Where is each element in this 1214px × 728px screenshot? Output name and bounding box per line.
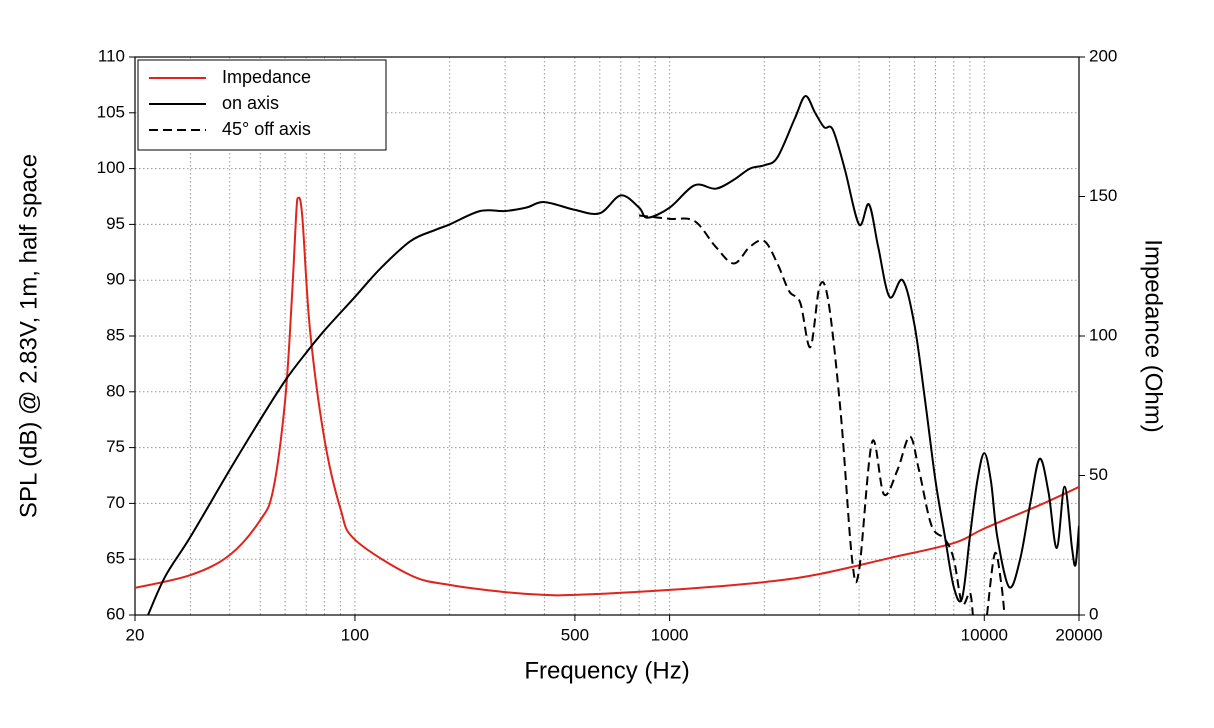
y-tick-label: 110	[98, 46, 125, 65]
y-axis-label: SPL (dB) @ 2.83V, 1m, half space	[15, 154, 42, 518]
x-tick-label: 100	[341, 625, 369, 644]
y2-axis-label: Impedance (Ohm)	[1140, 239, 1167, 432]
x-tick-label: 500	[561, 625, 589, 644]
legend-label: Impedance	[222, 67, 311, 87]
legend-label: 45° off axis	[222, 119, 311, 139]
plot-frame	[134, 56, 1080, 616]
y2-tick-label: 50	[1089, 465, 1108, 484]
y2-tick-label: 100	[1089, 325, 1117, 344]
y2-tick-label: 150	[1089, 186, 1117, 205]
series-line	[639, 214, 1006, 615]
x-axis-label: Frequency (Hz)	[524, 657, 689, 684]
y2-tick-label: 200	[1089, 46, 1117, 65]
y2-tick-label: 0	[1089, 604, 1098, 623]
y-tick-label: 100	[97, 158, 125, 177]
y-tick-label: 75	[106, 437, 125, 456]
y-tick-label: 65	[106, 549, 125, 568]
x-tick-label: 20	[126, 625, 145, 644]
x-tick-label: 1000	[651, 625, 689, 644]
y-tick-label: 60	[106, 604, 125, 623]
y-tick-label: 80	[106, 381, 125, 400]
series-line	[147, 95, 1079, 615]
legend-label: on axis	[222, 93, 279, 113]
y-tick-label: 70	[106, 493, 125, 512]
y-tick-label: 105	[97, 102, 125, 121]
x-tick-label: 10000	[961, 625, 1008, 644]
y-tick-label: 90	[106, 270, 125, 289]
y-tick-label: 85	[106, 325, 125, 344]
y-tick-label: 95	[106, 214, 125, 233]
plot-area	[135, 95, 1079, 615]
series-line	[135, 196, 1079, 597]
x-tick-label: 20000	[1055, 625, 1102, 644]
